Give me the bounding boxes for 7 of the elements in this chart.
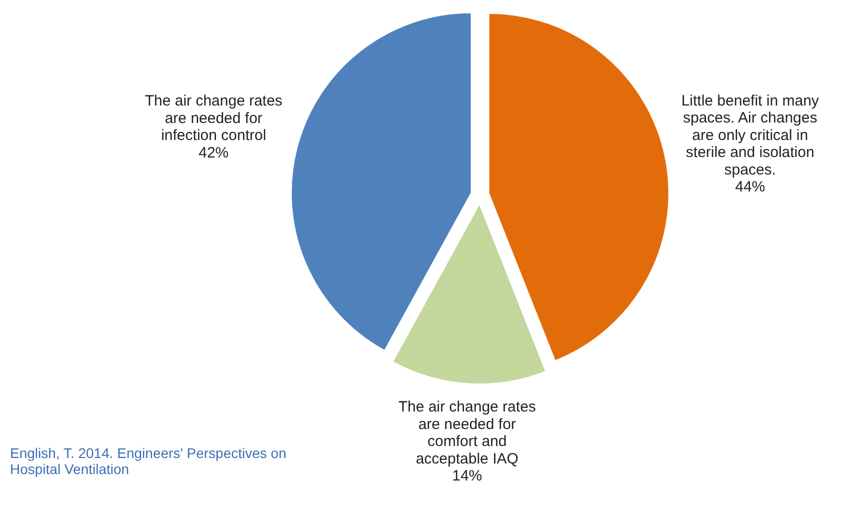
- data-label: 14%: [452, 468, 482, 485]
- text: English, T. 2014. Engineers' Perspectives on Hospital Ventilation: [10, 445, 286, 478]
- slice-label: Little benefit in many spaces. Air changes are only critical in sterile and isolation spaces.: [681, 92, 820, 178]
- slice-label: The air change rates are needed for infection control: [144, 92, 282, 144]
- data-label: 42%: [198, 144, 229, 162]
- data-label: 44%: [735, 178, 766, 196]
- slice-label: The air change rates are needed for comfort and acceptable IAQ: [398, 398, 536, 468]
